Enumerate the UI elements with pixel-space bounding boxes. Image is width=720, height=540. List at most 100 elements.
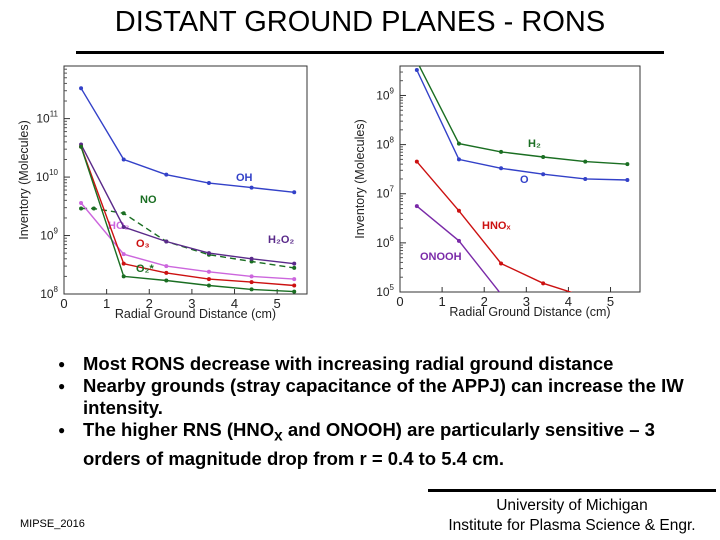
data-point [292,277,297,282]
series-label: ONOOH [420,251,462,263]
data-point [206,283,211,288]
bullet-item: ● Nearby grounds (stray capacitance of t… [58,375,708,419]
data-point [206,269,211,274]
x-tick-label: 2 [146,296,153,311]
footer-institute: Institute for Plasma Science & Engr. [448,517,696,534]
x-tick-label: 5 [274,296,281,311]
data-point [79,201,84,206]
bullet-item: ● Most RONS decrease with increasing rad… [58,353,708,375]
data-point [414,204,419,209]
series-label: HNOₓ [482,220,511,232]
bullet-text-sub: x [274,427,283,445]
data-point [121,224,126,229]
data-point [121,261,126,266]
series-line-onooh [416,205,501,292]
data-point [206,181,211,186]
data-point [164,239,169,244]
x-tick-label: 3 [188,296,195,311]
x-tick-label: 0 [60,296,67,311]
data-point [541,172,546,177]
footer-rule [428,489,716,492]
bullet-text: The higher RNS (HNOx and ONOOH) are part… [83,419,708,470]
data-point [121,252,126,257]
data-point [164,264,169,269]
data-point [79,144,84,149]
data-point [456,208,461,213]
data-point [121,211,126,216]
plot-frame [63,65,308,295]
y-tick-label: 105 [376,283,394,299]
x-tick-label: 4 [231,296,238,311]
page-title: DISTANT GROUND PLANES - RONS [114,6,606,38]
data-point [249,185,254,190]
data-point [456,141,461,146]
x-tick-label: 2 [481,294,488,309]
data-point [79,142,84,147]
data-point [292,289,297,294]
data-point [79,144,84,149]
bullet-text: Nearby grounds (stray capacitance of the… [83,375,684,418]
data-point [121,157,126,162]
x-tick-label: 4 [565,294,572,309]
y-tick-label: 107 [376,185,394,201]
data-point [456,238,461,243]
data-point [414,159,419,164]
x-tick-label: 1 [103,296,110,311]
y-tick-label: 106 [376,234,394,250]
data-point [249,287,254,292]
y-axis-label: Inventory (Molecules) [353,119,367,239]
data-point [164,172,169,177]
series-label: H₂ [528,138,541,150]
data-point [292,283,297,288]
data-point [292,261,297,266]
x-tick-label: 1 [438,294,445,309]
y-tick-label: 108 [376,136,394,152]
series-label: O₂* [136,263,154,275]
data-point [249,280,254,285]
x-axis-label: Radial Ground Distance (cm) [449,305,610,319]
title-underline [76,51,664,54]
data-point [206,251,211,256]
series-line-no [81,207,295,269]
plot-frame [399,65,641,293]
data-point [206,252,211,257]
data-point [121,274,126,279]
series-label: NO [140,194,157,206]
data-point [499,166,504,171]
data-point [625,178,630,183]
bullet-dot-icon: ● [58,357,66,371]
data-point [499,261,504,266]
y-tick-label: 109 [376,86,394,102]
bullet-text: Most RONS decrease with increasing radia… [83,353,614,374]
data-point [583,159,588,164]
footer-event-tag: MIPSE_2016 [20,518,85,530]
bullet-list: ● Most RONS decrease with increasing rad… [58,353,708,470]
series-label: O [520,174,529,186]
footer-university: University of Michigan [496,497,648,514]
data-point [456,157,461,162]
data-point [292,265,297,270]
y-tick-label: 108 [40,285,58,301]
x-tick-label: 0 [396,294,403,309]
footer-affiliation: University of Michigan Institute for Pla… [430,496,714,536]
data-point [499,149,504,154]
y-axis-label: Inventory (Molecules) [17,120,31,240]
series-label: OH [236,172,253,184]
data-point [583,176,588,181]
x-axis-label: Radial Ground Distance (cm) [115,307,276,321]
data-point [414,68,419,73]
series-label: O₃ [136,238,150,250]
data-point [541,281,546,286]
x-tick-label: 5 [607,294,614,309]
data-point [79,86,84,91]
y-tick-label: 1010 [36,168,59,184]
data-point [249,274,254,279]
bullet-item: ● The higher RNS (HNOx and ONOOH) are pa… [58,419,708,470]
data-point [164,239,169,244]
data-point [91,206,96,211]
data-point [249,259,254,264]
series-line-o [416,69,628,181]
bullet-text-pre: The higher RNS (HNO [83,419,275,440]
series-line-h2 [418,66,628,165]
bullet-dot-icon: ● [58,423,66,437]
